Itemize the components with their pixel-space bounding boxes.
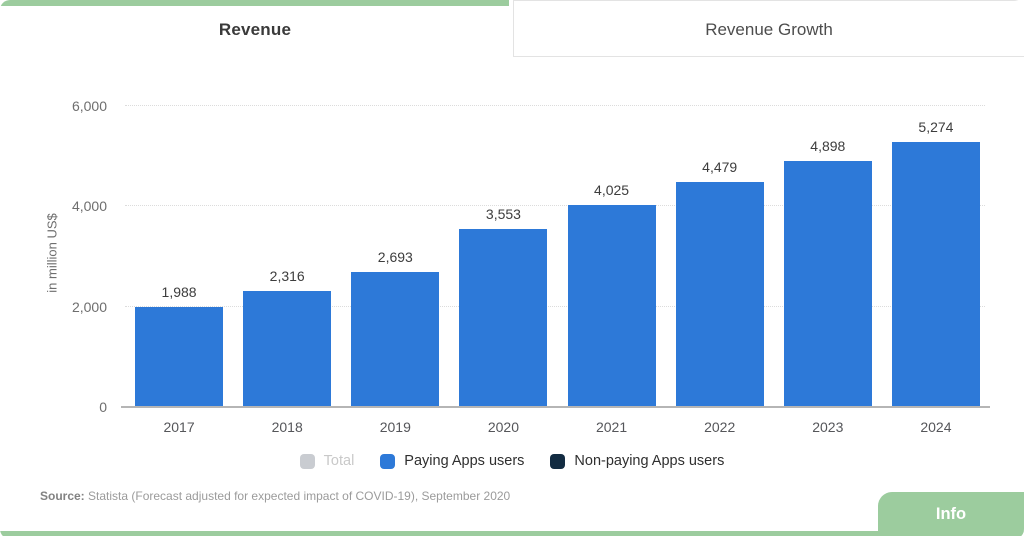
tab-revenue-label: Revenue bbox=[218, 20, 292, 39]
source-text: Statista (Forecast adjusted for expected… bbox=[84, 489, 511, 503]
x-axis-tick-label: 2017 bbox=[163, 419, 195, 435]
bar-value-label: 4,479 bbox=[702, 159, 738, 176]
bar-value-label: 4,025 bbox=[594, 182, 630, 199]
bar-value-label: 5,274 bbox=[918, 119, 954, 136]
legend-marker-icon bbox=[299, 453, 315, 469]
x-axis-line bbox=[121, 406, 990, 408]
legend-label: Paying Apps users bbox=[404, 453, 525, 469]
legend-marker-icon bbox=[550, 453, 566, 469]
tab-revenue-growth-label: Revenue Growth bbox=[705, 20, 833, 39]
x-axis-tick-label: 2023 bbox=[812, 419, 844, 435]
gridline-2000 bbox=[125, 305, 985, 307]
bar-value-label: 1,988 bbox=[161, 284, 197, 301]
bar-2018[interactable] bbox=[243, 290, 332, 407]
legend-item[interactable]: Paying Apps users bbox=[380, 453, 524, 469]
bar-value-label: 4,898 bbox=[810, 138, 846, 155]
legend-label: Total bbox=[323, 453, 355, 469]
x-axis-tick-label: 2024 bbox=[920, 419, 952, 435]
bar-2017[interactable] bbox=[135, 307, 224, 407]
bar-2022[interactable] bbox=[675, 182, 764, 407]
info-button[interactable]: Info bbox=[878, 492, 1024, 536]
bar-2021[interactable] bbox=[567, 205, 656, 407]
active-tab-accent-bar bbox=[0, 0, 509, 6]
tab-revenue-growth[interactable]: Revenue Growth bbox=[513, 0, 1024, 57]
x-axis-tick-label: 2022 bbox=[704, 419, 736, 435]
y-axis-tick-label: 4,000 bbox=[71, 198, 107, 215]
legend-label: Non-paying Apps users bbox=[574, 453, 725, 469]
y-axis-tick-label: 6,000 bbox=[71, 98, 107, 114]
source-line: Source: Statista (Forecast adjusted for … bbox=[40, 489, 510, 503]
gridline-6000 bbox=[125, 105, 985, 106]
x-axis-tick-label: 2020 bbox=[487, 419, 520, 435]
legend-item[interactable]: Non-paying Apps users bbox=[550, 453, 724, 469]
y-axis-tick-label: 2,000 bbox=[71, 298, 107, 315]
bar-value-label: 2,316 bbox=[269, 267, 305, 284]
info-button-label: Info bbox=[935, 504, 967, 523]
tab-revenue[interactable]: Revenue bbox=[0, 0, 510, 57]
x-axis-tick-label: 2018 bbox=[271, 419, 303, 435]
bar-2020[interactable] bbox=[459, 228, 548, 407]
legend-item[interactable]: Total bbox=[299, 453, 355, 469]
legend-marker-icon bbox=[380, 453, 396, 469]
chart-legend: Total Paying Apps users Non-paying Apps us… bbox=[0, 453, 1024, 469]
x-axis-tick-label: 2021 bbox=[595, 419, 628, 435]
bar-2023[interactable] bbox=[783, 161, 872, 407]
bottom-accent-bar bbox=[0, 531, 1024, 536]
source-label: Source: bbox=[40, 489, 85, 503]
bar-2024[interactable] bbox=[891, 142, 980, 407]
gridline-4000 bbox=[125, 205, 985, 207]
bar-value-label: 2,693 bbox=[377, 248, 413, 265]
y-axis: 0 2,000 4,000 6,000 bbox=[0, 98, 107, 415]
bar-2019[interactable] bbox=[351, 271, 440, 407]
bar-chart-plot: 1,988 2017 2,316 2018 2,693 2019 3,553 2020 4,02… bbox=[125, 105, 990, 435]
x-axis-tick-label: 2019 bbox=[379, 419, 411, 435]
y-axis-tick-label: 0 bbox=[99, 399, 107, 415]
bar-value-label: 3,553 bbox=[485, 205, 521, 222]
